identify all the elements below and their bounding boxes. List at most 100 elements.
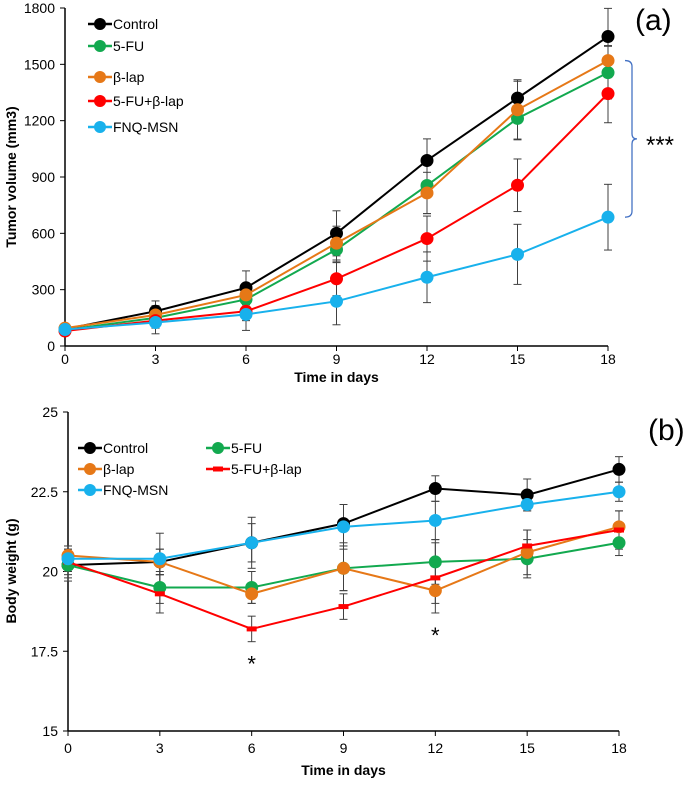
data-point <box>601 210 615 224</box>
data-point <box>612 485 626 499</box>
y-tick-label: 600 <box>32 225 56 241</box>
data-point <box>330 272 343 286</box>
chart-panel-a: 0 300 600 900 1200 1500 1800 0 3 6 9 12 15 18 Time in … <box>3 0 674 385</box>
legend-item: β-lap <box>78 461 135 477</box>
data-point <box>614 527 624 533</box>
x-tick-label: 9 <box>340 740 348 756</box>
data-point <box>511 103 524 117</box>
y-tick-label: 1500 <box>24 56 55 72</box>
chart-panel-b: 15 17.5 20 22.5 25 0 3 6 9 12 15 18 Time in days Body… <box>3 404 685 778</box>
x-tick-label: 18 <box>600 351 616 367</box>
x-tick-label: 12 <box>428 740 444 756</box>
legend-item: 5-FU+β-lap <box>88 93 184 109</box>
legend-label: β-lap <box>113 69 145 85</box>
legend-label: 5-FU <box>231 440 262 456</box>
y-tick-label: 900 <box>32 169 56 185</box>
data-point <box>338 604 349 610</box>
data-point <box>601 66 615 80</box>
data-point <box>330 236 343 250</box>
data-point <box>520 545 534 559</box>
y-tick-label: 20 <box>42 564 58 580</box>
panel-label: (a) <box>635 4 672 37</box>
data-point <box>420 153 434 167</box>
data-point <box>153 552 167 566</box>
legend-item: Control <box>78 440 148 456</box>
series-FNQ-MSN <box>61 485 626 566</box>
x-tick-label: 12 <box>419 351 435 367</box>
x-tick-label: 6 <box>248 740 256 756</box>
y-tick-label: 0 <box>47 338 55 354</box>
data-point <box>245 536 259 550</box>
data-point <box>420 186 434 200</box>
data-point <box>511 91 524 105</box>
significance-marker: * <box>431 623 440 648</box>
data-point <box>420 270 434 284</box>
data-point <box>601 30 615 44</box>
data-point <box>520 488 534 502</box>
significance-marker: * <box>247 652 256 677</box>
data-point <box>522 543 533 549</box>
x-tick-label: 3 <box>156 740 164 756</box>
legend-label: 5-FU <box>113 38 144 54</box>
data-point <box>239 307 253 321</box>
x-tick-label: 18 <box>611 740 627 756</box>
data-point <box>153 580 167 594</box>
significance-marker: *** <box>646 132 674 159</box>
legend-label: Control <box>103 440 148 456</box>
x-tick-label: 0 <box>61 351 69 367</box>
data-point <box>428 482 442 496</box>
y-tick-label: 300 <box>32 282 56 298</box>
data-point <box>612 462 626 476</box>
legend-label: 5-FU+β-lap <box>113 93 184 109</box>
data-point <box>420 232 434 246</box>
data-point <box>430 575 441 581</box>
y-tick-label: 1200 <box>24 113 55 129</box>
legend-item: FNQ-MSN <box>78 482 168 498</box>
legend-item: FNQ-MSN <box>88 119 178 135</box>
data-point <box>154 591 165 597</box>
legend-item: 5-FU+β-lap <box>206 461 302 477</box>
legend-label: Control <box>113 16 158 32</box>
data-point <box>428 513 442 527</box>
y-tick-label: 25 <box>42 404 58 420</box>
data-point <box>511 247 524 261</box>
legend-label: 5-FU+β-lap <box>231 461 302 477</box>
data-point <box>511 178 524 192</box>
series-FNQ-MSN <box>58 210 615 336</box>
data-point <box>601 87 615 101</box>
data-point <box>520 498 534 512</box>
data-point <box>245 587 259 601</box>
y-axis-label: Tumor volume (mm3) <box>3 106 19 247</box>
x-tick-label: 3 <box>152 351 160 367</box>
legend-item: 5-FU <box>88 38 144 54</box>
x-axis-label: Time in days <box>301 762 386 778</box>
y-tick-label: 17.5 <box>31 643 58 659</box>
x-tick-label: 9 <box>333 351 341 367</box>
y-tick-label: 1800 <box>24 0 55 16</box>
data-point <box>239 288 253 302</box>
legend-item: Control <box>88 16 158 32</box>
significance-bracket <box>624 59 638 218</box>
data-point <box>58 322 72 336</box>
data-point <box>330 226 343 240</box>
data-point <box>61 552 75 566</box>
x-tick-label: 15 <box>519 740 535 756</box>
legend-label: β-lap <box>103 461 135 477</box>
data-point <box>149 316 162 330</box>
x-axis-label: Time in days <box>294 369 379 385</box>
y-tick-label: 22.5 <box>31 484 58 500</box>
legend-label: FNQ-MSN <box>103 482 168 498</box>
data-point <box>428 584 442 598</box>
y-axis-label: Body weight (g) <box>3 519 19 624</box>
data-point <box>330 294 343 308</box>
x-tick-label: 0 <box>64 740 72 756</box>
x-tick-label: 6 <box>242 351 250 367</box>
data-point <box>428 555 442 569</box>
y-tick-label: 15 <box>42 723 58 739</box>
legend-item: 5-FU <box>206 440 262 456</box>
legend-label: FNQ-MSN <box>113 119 178 135</box>
x-tick-label: 15 <box>510 351 526 367</box>
legend-item: β-lap <box>88 69 145 85</box>
data-point <box>601 54 615 68</box>
